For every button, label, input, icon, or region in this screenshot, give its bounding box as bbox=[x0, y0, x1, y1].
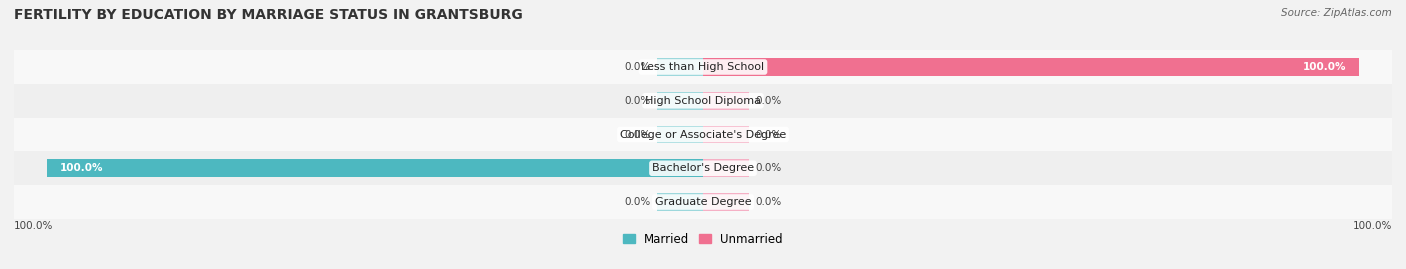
Text: Bachelor's Degree: Bachelor's Degree bbox=[652, 163, 754, 173]
Text: 100.0%: 100.0% bbox=[1302, 62, 1346, 72]
Text: 0.0%: 0.0% bbox=[624, 96, 651, 106]
Bar bbox=[657, 193, 703, 211]
Bar bbox=[14, 84, 1392, 118]
Text: Less than High School: Less than High School bbox=[641, 62, 765, 72]
Bar bbox=[46, 160, 703, 177]
Text: 0.0%: 0.0% bbox=[755, 96, 782, 106]
Text: 0.0%: 0.0% bbox=[624, 62, 651, 72]
Text: Source: ZipAtlas.com: Source: ZipAtlas.com bbox=[1281, 8, 1392, 18]
Text: 0.0%: 0.0% bbox=[755, 129, 782, 140]
Bar bbox=[14, 185, 1392, 219]
Text: 100.0%: 100.0% bbox=[1353, 221, 1392, 231]
Bar bbox=[14, 50, 1392, 84]
Text: 0.0%: 0.0% bbox=[624, 129, 651, 140]
Text: 0.0%: 0.0% bbox=[624, 197, 651, 207]
Legend: Married, Unmarried: Married, Unmarried bbox=[623, 233, 783, 246]
Text: 100.0%: 100.0% bbox=[60, 163, 104, 173]
Bar bbox=[14, 118, 1392, 151]
Bar bbox=[657, 126, 703, 143]
Text: College or Associate's Degree: College or Associate's Degree bbox=[620, 129, 786, 140]
Bar bbox=[14, 151, 1392, 185]
Text: 0.0%: 0.0% bbox=[755, 163, 782, 173]
Bar bbox=[703, 58, 1360, 76]
Text: 100.0%: 100.0% bbox=[14, 221, 53, 231]
Text: High School Diploma: High School Diploma bbox=[645, 96, 761, 106]
Bar bbox=[703, 193, 749, 211]
Bar bbox=[703, 92, 749, 109]
Bar bbox=[657, 92, 703, 109]
Text: FERTILITY BY EDUCATION BY MARRIAGE STATUS IN GRANTSBURG: FERTILITY BY EDUCATION BY MARRIAGE STATU… bbox=[14, 8, 523, 22]
Bar bbox=[703, 126, 749, 143]
Text: Graduate Degree: Graduate Degree bbox=[655, 197, 751, 207]
Bar bbox=[657, 58, 703, 76]
Text: 0.0%: 0.0% bbox=[755, 197, 782, 207]
Bar bbox=[703, 160, 749, 177]
